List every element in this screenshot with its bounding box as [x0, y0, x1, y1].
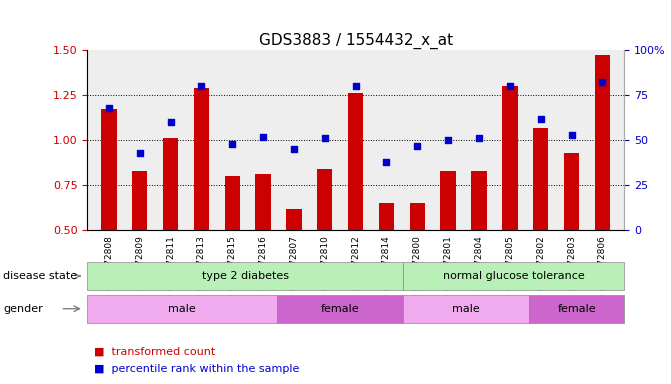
Point [227, 141, 238, 147]
Text: type 2 diabetes: type 2 diabetes [201, 271, 289, 281]
Point [381, 159, 392, 165]
Bar [502, 86, 517, 230]
Bar [132, 171, 148, 230]
Bar [440, 171, 456, 230]
Bar [471, 171, 486, 230]
Point [412, 142, 423, 149]
Text: male: male [168, 304, 196, 314]
Bar [317, 169, 333, 230]
Title: GDS3883 / 1554432_x_at: GDS3883 / 1554432_x_at [258, 32, 453, 48]
Point [597, 79, 608, 86]
Point [258, 134, 268, 140]
Point [350, 83, 361, 89]
Text: gender: gender [3, 304, 43, 314]
Point [535, 116, 546, 122]
Bar [378, 204, 394, 230]
Text: ■  transformed count: ■ transformed count [94, 346, 215, 356]
Point [443, 137, 454, 143]
Bar [287, 209, 302, 230]
Bar [194, 88, 209, 230]
Point [474, 135, 484, 141]
Bar [101, 109, 117, 230]
Bar [564, 153, 579, 230]
Bar [348, 93, 363, 230]
Point [566, 132, 577, 138]
Bar [595, 55, 610, 230]
Bar [533, 127, 548, 230]
Text: female: female [558, 304, 596, 314]
Point [134, 150, 145, 156]
Bar [163, 138, 178, 230]
Point [196, 83, 207, 89]
Text: female: female [321, 304, 359, 314]
Text: male: male [452, 304, 480, 314]
Point [319, 135, 330, 141]
Point [505, 83, 515, 89]
Text: normal glucose tolerance: normal glucose tolerance [443, 271, 584, 281]
Text: ■  percentile rank within the sample: ■ percentile rank within the sample [94, 364, 299, 374]
Point [289, 146, 299, 152]
Text: disease state: disease state [3, 271, 77, 281]
Bar [256, 174, 271, 230]
Point [103, 104, 114, 111]
Point [165, 119, 176, 125]
Bar [409, 204, 425, 230]
Bar [225, 176, 240, 230]
